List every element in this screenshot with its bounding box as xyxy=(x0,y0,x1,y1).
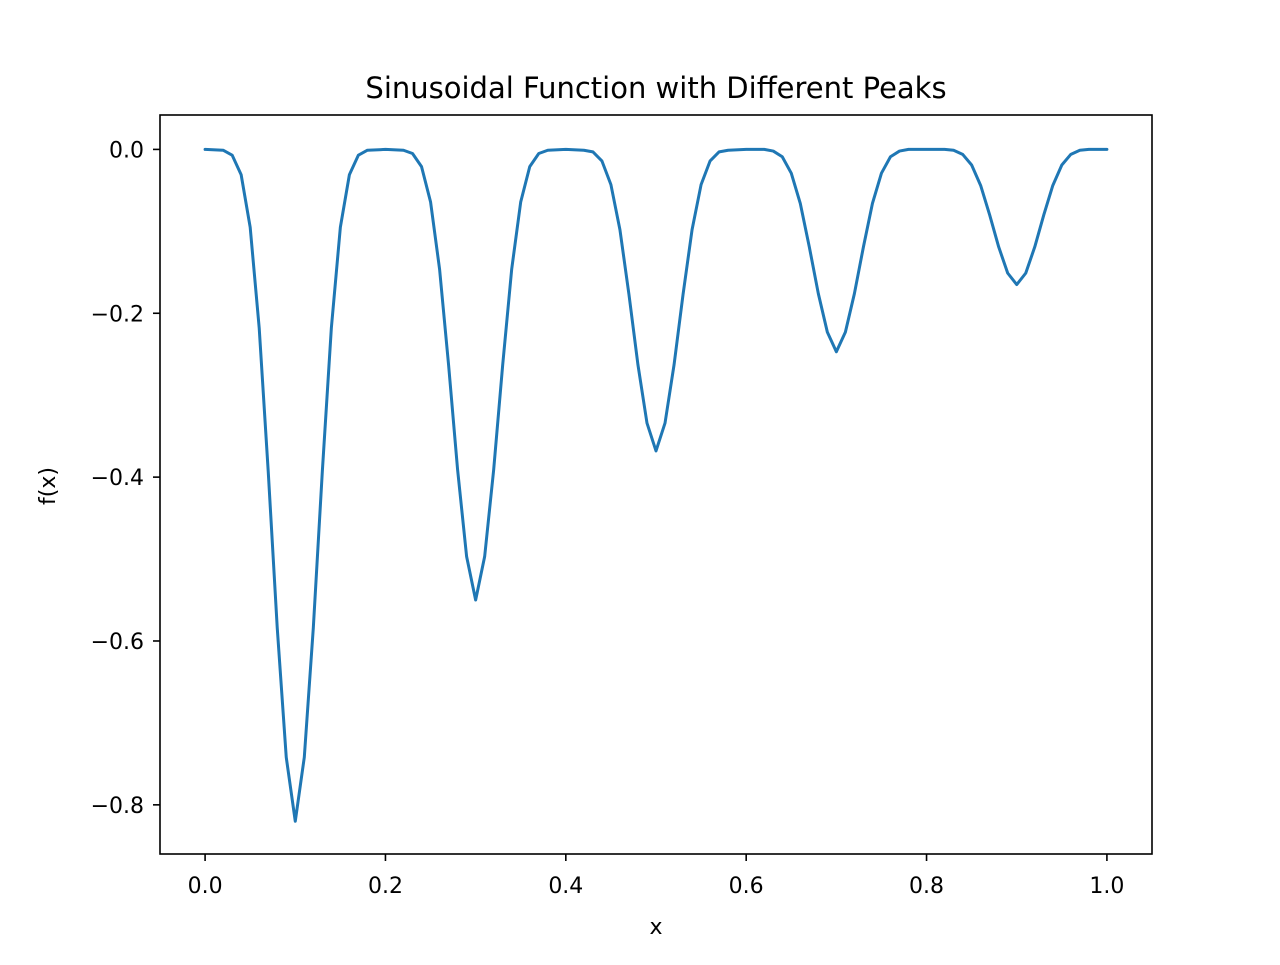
x-tick-label: 0.2 xyxy=(368,874,403,899)
y-axis-label: f(x) xyxy=(36,467,61,505)
y-tick-label: −0.4 xyxy=(91,466,144,491)
x-tick-label: 1.0 xyxy=(1089,874,1124,899)
series-line-0 xyxy=(203,147,1109,823)
y-tick-label: −0.6 xyxy=(91,630,144,655)
x-tick-label: 0.6 xyxy=(729,874,764,899)
y-tick-label: −0.2 xyxy=(91,302,144,327)
y-axis-ticks: 0.0 −0.2 −0.4 −0.6 −0.8 xyxy=(91,138,160,819)
y-tick-label: 0.0 xyxy=(109,138,144,163)
plot-area xyxy=(203,147,1109,823)
x-tick-label: 0.8 xyxy=(909,874,944,899)
x-tick-label: 0.4 xyxy=(548,874,583,899)
chart-title: Sinusoidal Function with Different Peaks xyxy=(365,71,946,105)
axes-frame xyxy=(159,114,1153,855)
y-tick-label: −0.8 xyxy=(91,794,144,819)
x-axis-label: x xyxy=(649,915,662,940)
x-axis-ticks: 0.0 0.2 0.4 0.6 0.8 1.0 xyxy=(188,854,1124,899)
x-tick-label: 0.0 xyxy=(188,874,223,899)
